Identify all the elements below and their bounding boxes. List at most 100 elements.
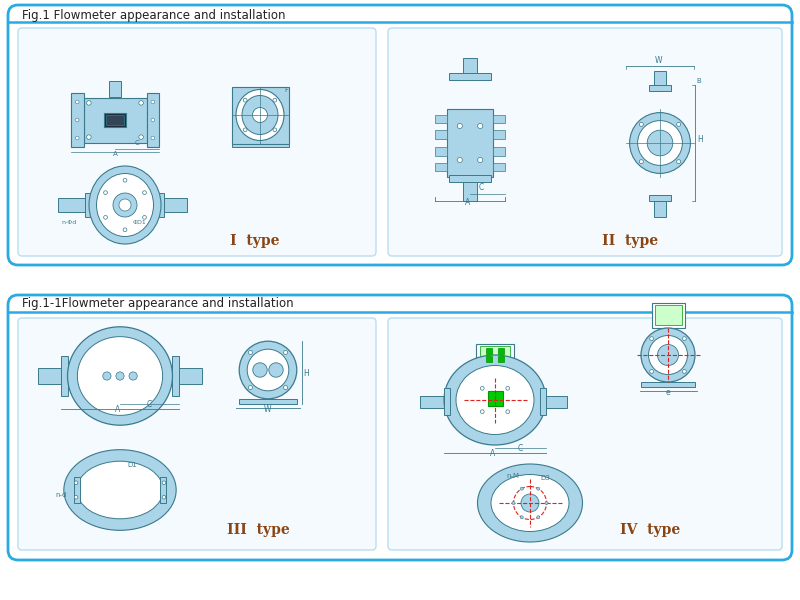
Circle shape — [478, 124, 482, 128]
Circle shape — [247, 349, 289, 391]
Circle shape — [283, 350, 287, 355]
Text: A: A — [113, 151, 118, 157]
Circle shape — [650, 370, 654, 373]
Circle shape — [104, 191, 107, 194]
Bar — [74, 477, 80, 503]
FancyBboxPatch shape — [18, 28, 376, 256]
Bar — [543, 395, 567, 407]
Bar — [179, 368, 202, 384]
Circle shape — [638, 121, 682, 166]
Circle shape — [506, 410, 510, 413]
Circle shape — [269, 363, 283, 377]
Ellipse shape — [78, 337, 162, 415]
Bar — [663, 328, 673, 332]
Circle shape — [641, 328, 695, 382]
Circle shape — [682, 337, 686, 340]
Text: A: A — [465, 198, 470, 207]
Circle shape — [512, 502, 515, 505]
Circle shape — [658, 344, 678, 365]
Bar — [435, 163, 447, 171]
FancyBboxPatch shape — [388, 28, 782, 256]
Circle shape — [151, 118, 154, 122]
Circle shape — [249, 350, 253, 355]
Circle shape — [677, 160, 681, 164]
Circle shape — [162, 496, 166, 499]
Circle shape — [142, 215, 146, 219]
Text: A: A — [490, 449, 495, 457]
Bar — [654, 305, 682, 325]
Text: I  type: I type — [230, 234, 280, 248]
Circle shape — [639, 160, 643, 164]
Bar — [654, 200, 666, 217]
Circle shape — [520, 487, 523, 490]
Bar — [447, 109, 493, 177]
Text: n-d: n-d — [55, 492, 66, 498]
Bar — [498, 348, 504, 354]
Circle shape — [86, 101, 91, 105]
Bar — [71, 93, 83, 147]
Bar — [58, 198, 87, 212]
Bar — [449, 175, 491, 182]
Bar — [449, 73, 491, 80]
Circle shape — [649, 335, 687, 374]
Bar — [109, 81, 122, 97]
Bar — [239, 399, 297, 404]
Circle shape — [545, 502, 548, 505]
Text: ΦD1: ΦD1 — [133, 220, 146, 225]
Circle shape — [630, 113, 690, 173]
Circle shape — [647, 130, 673, 156]
Bar — [435, 147, 447, 156]
Circle shape — [139, 101, 143, 105]
Circle shape — [506, 386, 510, 390]
Circle shape — [521, 494, 539, 512]
Bar — [463, 182, 477, 201]
Circle shape — [480, 410, 484, 413]
Bar — [493, 147, 505, 156]
Circle shape — [478, 157, 482, 163]
Bar — [160, 477, 166, 503]
Bar — [463, 58, 477, 77]
Text: IV  type: IV type — [620, 523, 680, 537]
Circle shape — [75, 100, 79, 104]
Circle shape — [253, 107, 267, 122]
Bar — [486, 348, 492, 354]
Text: n-M: n-M — [506, 473, 519, 479]
Circle shape — [86, 135, 91, 139]
Text: Fig.1 Flowmeter appearance and installation: Fig.1 Flowmeter appearance and installat… — [22, 8, 286, 22]
Circle shape — [123, 178, 127, 182]
Bar — [487, 391, 502, 406]
Text: W: W — [654, 56, 662, 65]
Ellipse shape — [67, 327, 173, 425]
FancyBboxPatch shape — [18, 318, 376, 550]
Text: e: e — [666, 388, 670, 397]
Bar — [61, 356, 67, 395]
Circle shape — [537, 516, 540, 519]
FancyBboxPatch shape — [8, 295, 792, 560]
Bar — [173, 356, 179, 395]
Text: III  type: III type — [226, 523, 290, 537]
Bar — [164, 198, 186, 212]
Bar — [104, 113, 126, 127]
Circle shape — [243, 128, 247, 132]
Circle shape — [116, 372, 124, 380]
Circle shape — [639, 122, 643, 127]
Circle shape — [102, 372, 111, 380]
Ellipse shape — [97, 173, 154, 236]
Ellipse shape — [236, 89, 284, 140]
Text: D3: D3 — [541, 475, 550, 481]
Circle shape — [123, 228, 127, 232]
Circle shape — [151, 100, 154, 104]
Bar — [493, 130, 505, 139]
FancyBboxPatch shape — [8, 5, 792, 265]
Circle shape — [537, 487, 540, 490]
Bar — [540, 388, 546, 415]
Text: C: C — [134, 140, 139, 146]
Bar — [490, 371, 499, 377]
Bar — [231, 86, 289, 143]
Text: A: A — [115, 405, 120, 414]
Bar — [38, 368, 64, 384]
Circle shape — [480, 386, 484, 390]
Text: Fig.1-1Flowmeter appearance and installation: Fig.1-1Flowmeter appearance and installa… — [22, 298, 294, 311]
Circle shape — [650, 337, 654, 340]
Circle shape — [239, 341, 297, 399]
